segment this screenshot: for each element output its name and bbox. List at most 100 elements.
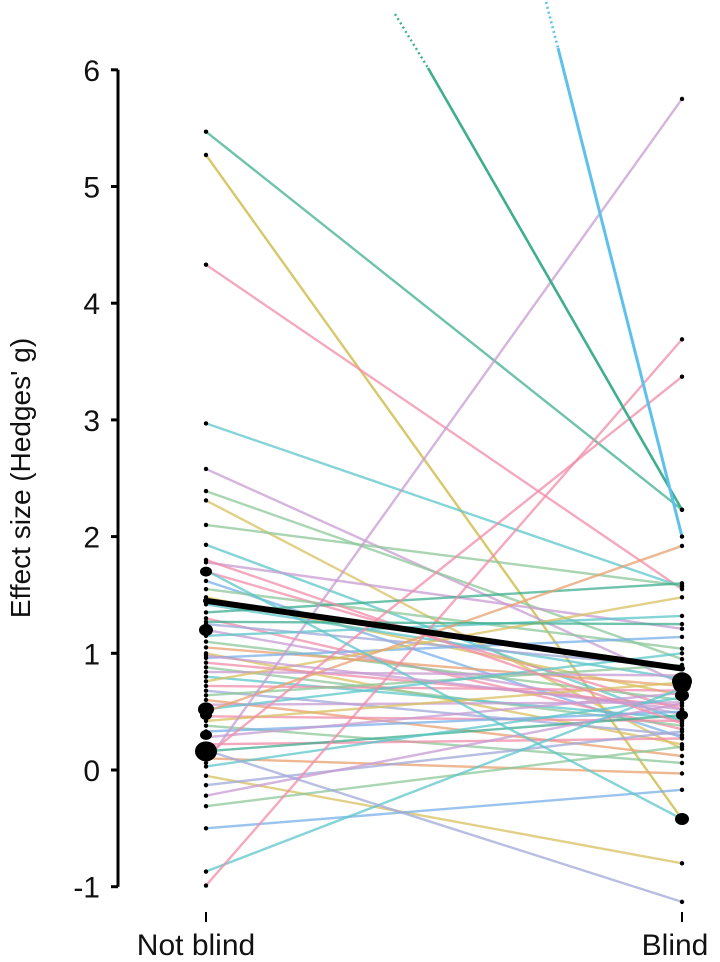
data-point <box>679 626 685 631</box>
data-point <box>203 639 209 644</box>
data-point <box>203 723 209 728</box>
data-point <box>679 729 685 734</box>
large-data-point <box>676 710 688 721</box>
mean-line <box>203 597 685 672</box>
data-point <box>679 701 685 706</box>
data-point <box>679 744 685 749</box>
large-data-point <box>200 566 212 577</box>
data-point <box>203 693 209 698</box>
data-point <box>679 753 685 759</box>
data-point <box>679 771 685 776</box>
y-tick-label: 1 <box>83 638 100 671</box>
series-line <box>205 670 683 677</box>
series-line <box>205 774 683 865</box>
series-line <box>205 582 683 614</box>
data-point <box>203 760 209 766</box>
data-point <box>203 826 209 831</box>
overflow-line-dotted <box>544 1 560 49</box>
data-point <box>679 861 685 866</box>
data-point <box>679 634 685 640</box>
data-point <box>203 262 209 267</box>
series-line <box>205 558 683 725</box>
data-point <box>679 651 685 656</box>
series-lines <box>205 1 684 904</box>
data-point <box>679 787 685 793</box>
y-tick-label: 3 <box>83 405 100 438</box>
data-point <box>679 337 685 342</box>
data-point <box>679 656 685 662</box>
data-point <box>203 764 209 769</box>
data-point <box>679 507 685 512</box>
data-point <box>203 674 209 679</box>
y-axis: -1 0 1 2 3 4 5 6 <box>73 55 120 905</box>
data-point <box>203 586 209 592</box>
data-point <box>203 660 209 665</box>
series-line <box>205 696 683 768</box>
series-line <box>205 561 683 630</box>
series-line <box>205 544 683 713</box>
series-line <box>205 698 683 758</box>
data-point <box>203 697 209 703</box>
data-point <box>203 679 209 684</box>
mean-line-group <box>203 597 685 672</box>
data-point <box>679 534 685 539</box>
data-point <box>679 595 685 600</box>
data-point <box>203 669 209 675</box>
data-point <box>203 665 209 670</box>
large-data-point <box>675 689 689 702</box>
large-data-point <box>199 623 213 636</box>
data-point <box>203 619 209 624</box>
data-point <box>203 129 209 134</box>
data-point <box>679 899 685 905</box>
series-line <box>205 489 683 661</box>
series-line <box>205 614 683 637</box>
series-line <box>205 681 683 723</box>
data-point <box>203 869 209 874</box>
data-point <box>203 782 209 788</box>
data-point <box>203 466 209 472</box>
data-point <box>203 578 209 584</box>
large-data-point <box>675 813 689 826</box>
overflow-line-dotted <box>393 13 430 69</box>
data-point <box>203 803 209 809</box>
series-line <box>205 757 683 775</box>
series-line <box>205 587 683 650</box>
y-tick-label: 6 <box>83 55 100 88</box>
data-point <box>679 581 685 586</box>
data-point <box>679 96 685 102</box>
data-point <box>679 646 685 651</box>
series-line <box>205 661 683 708</box>
y-tick-label: 4 <box>83 288 100 321</box>
series-line <box>205 749 683 904</box>
series-line <box>205 375 683 757</box>
y-tick-label: 2 <box>83 522 100 555</box>
data-point <box>679 736 685 741</box>
data-point <box>679 732 685 738</box>
data-point <box>203 421 209 426</box>
data-point <box>203 557 209 563</box>
data-point <box>203 645 209 650</box>
data-point <box>203 683 209 689</box>
data-points <box>195 96 692 905</box>
x-category-label: Blind <box>642 929 709 957</box>
series-line <box>205 98 683 764</box>
data-point <box>203 773 209 779</box>
data-point <box>679 721 685 726</box>
large-data-point <box>200 710 212 721</box>
overflow-line <box>556 47 684 537</box>
series-line <box>205 130 683 511</box>
data-point <box>679 760 685 766</box>
data-point <box>203 610 209 615</box>
series-line <box>205 701 683 706</box>
data-point <box>203 498 209 503</box>
series-line <box>205 788 683 830</box>
data-point <box>679 621 685 627</box>
series-line <box>205 596 683 683</box>
y-tick-label: 5 <box>83 172 100 205</box>
data-point <box>203 542 209 547</box>
y-axis-title: Effect size (Hedges' g) <box>5 338 36 618</box>
series-line <box>205 687 683 873</box>
y-tick-label: -1 <box>73 872 100 905</box>
